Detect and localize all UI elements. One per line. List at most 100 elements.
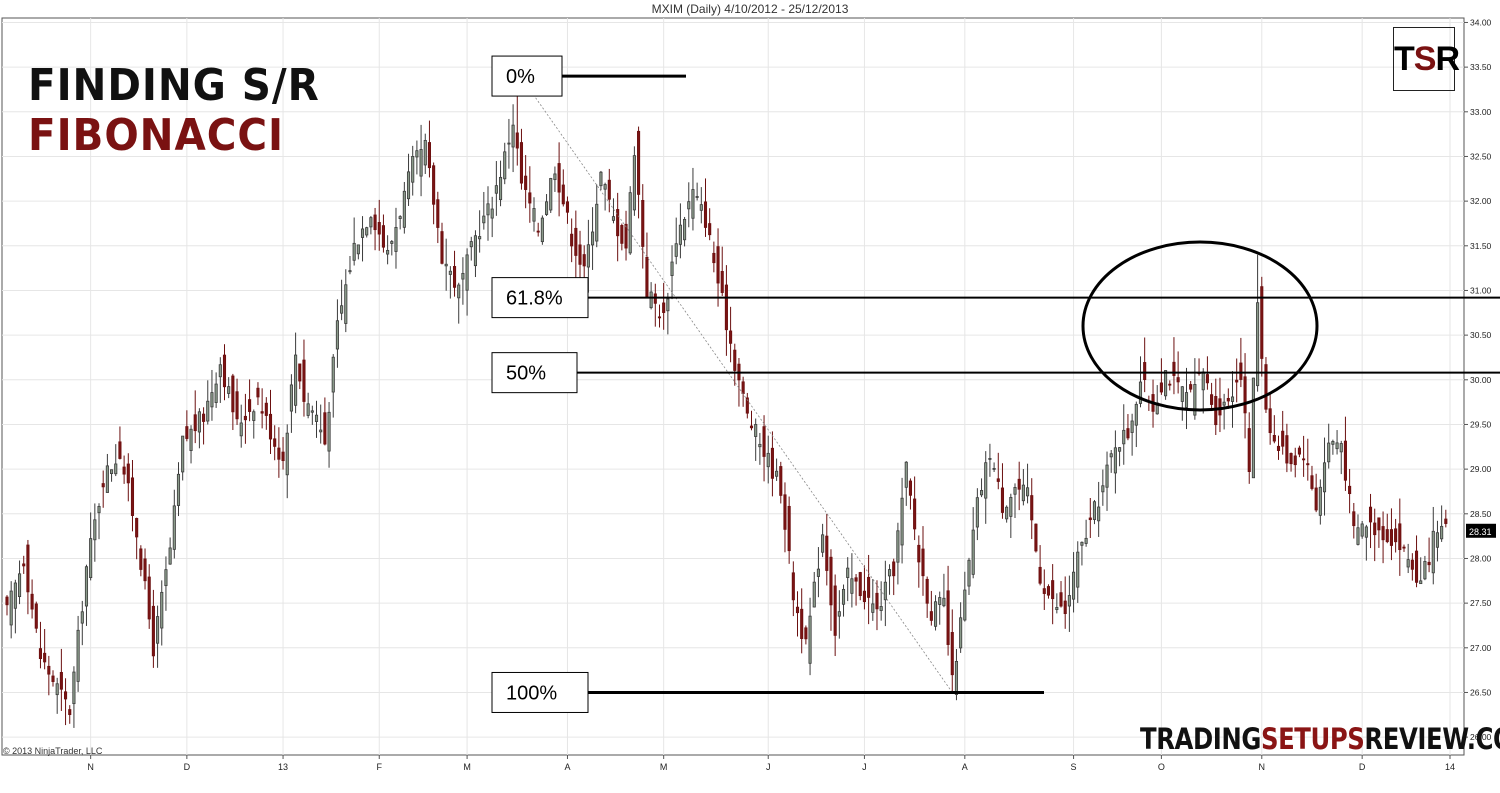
- candle-body: [1435, 532, 1440, 548]
- candle-body: [231, 375, 235, 413]
- candle-body: [766, 452, 770, 468]
- candle-body: [478, 236, 482, 240]
- candle-body: [800, 608, 804, 639]
- copyright-text: © 2013 NinjaTrader, LLC: [3, 746, 103, 756]
- candle-body: [825, 535, 829, 571]
- candle-body: [1360, 523, 1364, 537]
- candle-body: [1440, 525, 1444, 540]
- candle-body: [896, 530, 900, 563]
- candle-body: [218, 364, 222, 378]
- candle-body: [524, 175, 528, 190]
- last-price-label: 28.31: [1469, 527, 1492, 537]
- candle-body: [76, 629, 80, 682]
- y-tick-label: 33.00: [1470, 107, 1492, 117]
- candle-body: [837, 611, 841, 617]
- candle-body: [436, 199, 440, 228]
- x-tick-label: M: [660, 762, 668, 772]
- candle-body: [1172, 361, 1176, 376]
- x-tick-label: 14: [1445, 762, 1455, 772]
- candle-body: [185, 426, 189, 439]
- candle-body: [674, 243, 678, 257]
- candle-body: [532, 208, 536, 222]
- candle-body: [599, 171, 603, 187]
- candle-body: [227, 386, 231, 394]
- candle-body: [963, 589, 967, 621]
- candle-body: [1168, 383, 1172, 386]
- candle-body: [30, 593, 34, 610]
- candle-body: [867, 576, 871, 598]
- candle-body: [624, 223, 628, 249]
- candle-body: [114, 463, 118, 475]
- candle-body: [423, 139, 427, 166]
- candle-body: [494, 185, 498, 194]
- candle-body: [469, 241, 473, 248]
- candle-body: [1318, 486, 1322, 516]
- candle-body: [197, 411, 201, 433]
- candle-body: [1394, 528, 1398, 543]
- candle-body: [360, 228, 365, 238]
- candle-body: [515, 132, 519, 149]
- candle-body: [917, 544, 921, 563]
- y-tick-label: 26.50: [1470, 687, 1492, 697]
- y-tick-label: 28.50: [1470, 509, 1492, 519]
- fib-level-label: 0%: [506, 66, 535, 88]
- candle-body: [929, 611, 933, 621]
- candle-body: [1184, 392, 1189, 408]
- candle-body: [816, 568, 820, 577]
- candle-body: [80, 611, 84, 624]
- candle-body: [398, 216, 402, 219]
- candle-body: [1046, 586, 1051, 596]
- candle-body: [448, 270, 452, 275]
- candle-body: [268, 413, 273, 440]
- candle-body: [1256, 302, 1260, 387]
- candle-body: [310, 410, 314, 413]
- candle-body: [181, 435, 185, 473]
- candle-body: [256, 387, 260, 398]
- candle-body: [887, 569, 892, 577]
- candle-body: [1134, 403, 1138, 426]
- candle-body: [193, 414, 197, 432]
- candle-body: [482, 215, 486, 224]
- y-tick-label: 27.50: [1470, 598, 1492, 608]
- candle-body: [1444, 518, 1448, 524]
- candle-body: [536, 230, 540, 233]
- candle-body: [691, 189, 695, 219]
- y-tick-label: 34.00: [1470, 17, 1492, 27]
- candle-body: [850, 578, 854, 594]
- candle-body: [248, 399, 252, 412]
- overlay-title-line1: FINDING S/R: [28, 60, 320, 111]
- y-tick-label: 31.50: [1470, 241, 1492, 251]
- candle-body: [641, 200, 645, 247]
- candle-body: [950, 632, 954, 676]
- candle-body: [565, 201, 570, 213]
- x-tick-label: D: [1359, 762, 1366, 772]
- candle-body: [419, 149, 423, 177]
- candle-body: [582, 254, 586, 267]
- candle-body: [1243, 376, 1247, 414]
- candle-body: [1247, 428, 1251, 472]
- x-tick-label: A: [564, 762, 570, 772]
- candle-body: [1126, 428, 1130, 439]
- candle-body: [9, 590, 13, 626]
- candle-body: [394, 227, 398, 252]
- candle-body: [992, 468, 996, 470]
- candle-body: [373, 214, 377, 231]
- candle-body: [549, 178, 553, 211]
- candle-body: [666, 298, 670, 312]
- y-tick-label: 31.00: [1470, 285, 1492, 295]
- candle-body: [402, 190, 406, 228]
- candle-body: [862, 590, 866, 603]
- candles: [5, 71, 1448, 728]
- x-tick-label: N: [87, 762, 94, 772]
- candle-body: [1314, 487, 1318, 511]
- candle-body: [1080, 541, 1084, 546]
- candle-body: [1310, 475, 1314, 489]
- candle-body: [892, 561, 896, 577]
- candle-body: [716, 246, 720, 284]
- candle-body: [762, 426, 766, 457]
- candle-body: [670, 261, 674, 276]
- candle-body: [687, 201, 691, 210]
- candle-body: [946, 590, 950, 645]
- candle-body: [168, 547, 172, 565]
